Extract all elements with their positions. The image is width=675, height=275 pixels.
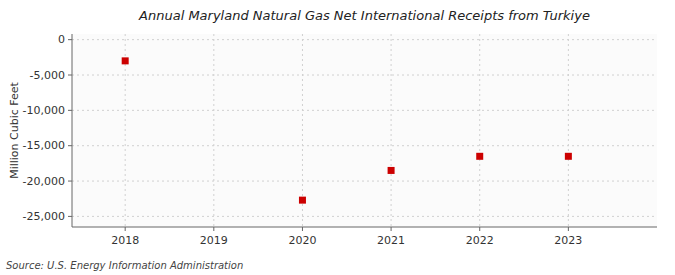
y-tick-label: 0 — [58, 33, 65, 46]
y-grid-line — [72, 216, 657, 217]
y-grid-line — [72, 75, 657, 76]
x-tick — [302, 227, 303, 231]
page: {"chart_data": {"type": "scatter", "titl… — [0, 0, 675, 275]
y-tick — [68, 145, 72, 146]
chart-container: 0 -5,000 -10,000 -15,000 -20,000 -25,000 2018 2… — [0, 0, 675, 275]
y-tick — [68, 216, 72, 217]
x-tick-label: 2023 — [554, 234, 582, 247]
x-grid-line — [391, 34, 392, 227]
y-grid-line — [72, 181, 657, 182]
point — [476, 153, 483, 160]
point — [388, 167, 395, 174]
x-grid-line — [213, 34, 214, 227]
chart-svg: 0 -5,000 -10,000 -15,000 -20,000 -25,000 2018 2… — [0, 0, 675, 275]
points — [122, 57, 572, 203]
y-tick-label: -25,000 — [23, 210, 65, 223]
x-tick — [568, 227, 569, 231]
point — [122, 57, 129, 64]
source-note: Source: U.S. Energy Information Administ… — [6, 260, 243, 271]
y-grid-line — [72, 39, 657, 40]
x-tick-label: 2022 — [466, 234, 494, 247]
x-tick — [479, 227, 480, 231]
y-grid-line — [72, 110, 657, 111]
title: Annual Maryland Natural Gas Net Internat… — [138, 8, 590, 23]
y-axis-label: Million Cubic Feet — [8, 81, 21, 178]
point — [565, 153, 572, 160]
x-tick-label: 2020 — [288, 234, 316, 247]
y-tick — [68, 75, 72, 76]
y-tick — [68, 110, 72, 111]
point — [299, 197, 306, 204]
y-tick — [68, 181, 72, 182]
x-grid-line — [568, 34, 569, 227]
y-tick-label: -15,000 — [23, 139, 65, 152]
x-grid-line — [479, 34, 480, 227]
x-tick — [125, 227, 126, 231]
y-tick-label: -5,000 — [30, 69, 65, 82]
axes: 0 -5,000 -10,000 -15,000 -20,000 -25,000 2018 2… — [23, 33, 657, 247]
y-axis-line — [72, 34, 73, 227]
y-tick — [68, 39, 72, 40]
x-tick — [213, 227, 214, 231]
y-tick-label: -20,000 — [23, 175, 65, 188]
x-tick — [391, 227, 392, 231]
x-tick-label: 2019 — [200, 234, 228, 247]
x-axis-line — [72, 227, 657, 228]
x-tick-label: 2021 — [377, 234, 405, 247]
y-tick-label: -10,000 — [23, 104, 65, 117]
y-grid-line — [72, 145, 657, 146]
grid — [72, 34, 657, 227]
x-tick-label: 2018 — [111, 234, 139, 247]
plot-background — [72, 34, 657, 227]
